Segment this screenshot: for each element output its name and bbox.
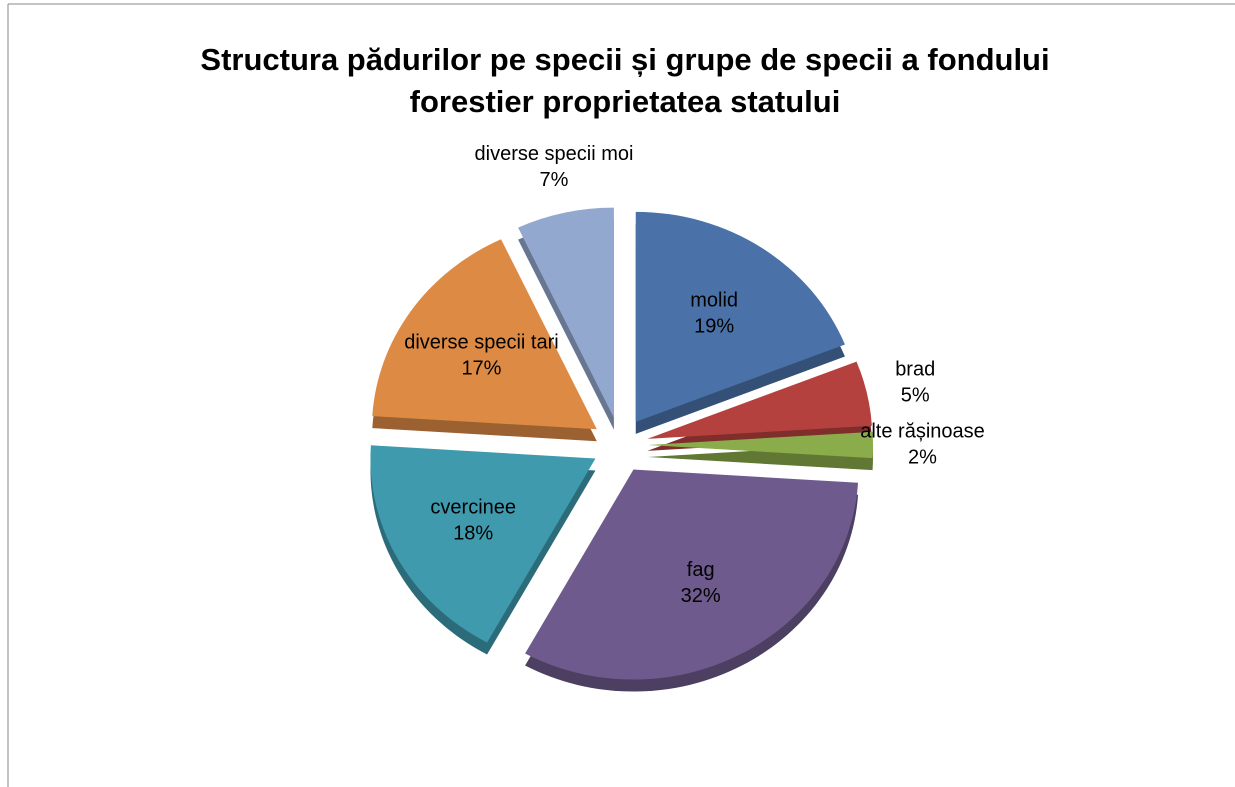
slice-value-label: 2% [908, 446, 937, 468]
slice-value-label: 17% [461, 357, 501, 379]
chart-title: forestier proprietatea statului [410, 84, 841, 119]
slice [635, 211, 845, 422]
slice-label: cvercinee [430, 496, 516, 518]
slice-value-label: 7% [540, 169, 569, 191]
slice [525, 469, 859, 680]
slice [372, 239, 597, 430]
slice-label: diverse specii tari [404, 331, 559, 353]
slice-label: alte rășinoase [860, 420, 985, 442]
slice [370, 445, 596, 643]
slice [647, 361, 872, 439]
slice-label: diverse specii moi [475, 143, 634, 165]
slice-value-label: 32% [681, 585, 721, 607]
chart-title: Structura pădurilor pe specii și grupe d… [200, 42, 1049, 77]
slice-value-label: 18% [453, 522, 493, 544]
slice [648, 431, 873, 459]
slice-label: fag [687, 559, 715, 581]
slice-label: brad [895, 358, 935, 380]
slice-value-label: 19% [694, 315, 734, 337]
slice-value-label: 5% [901, 384, 930, 406]
slice [518, 207, 614, 418]
slice-label: molid [690, 289, 738, 311]
